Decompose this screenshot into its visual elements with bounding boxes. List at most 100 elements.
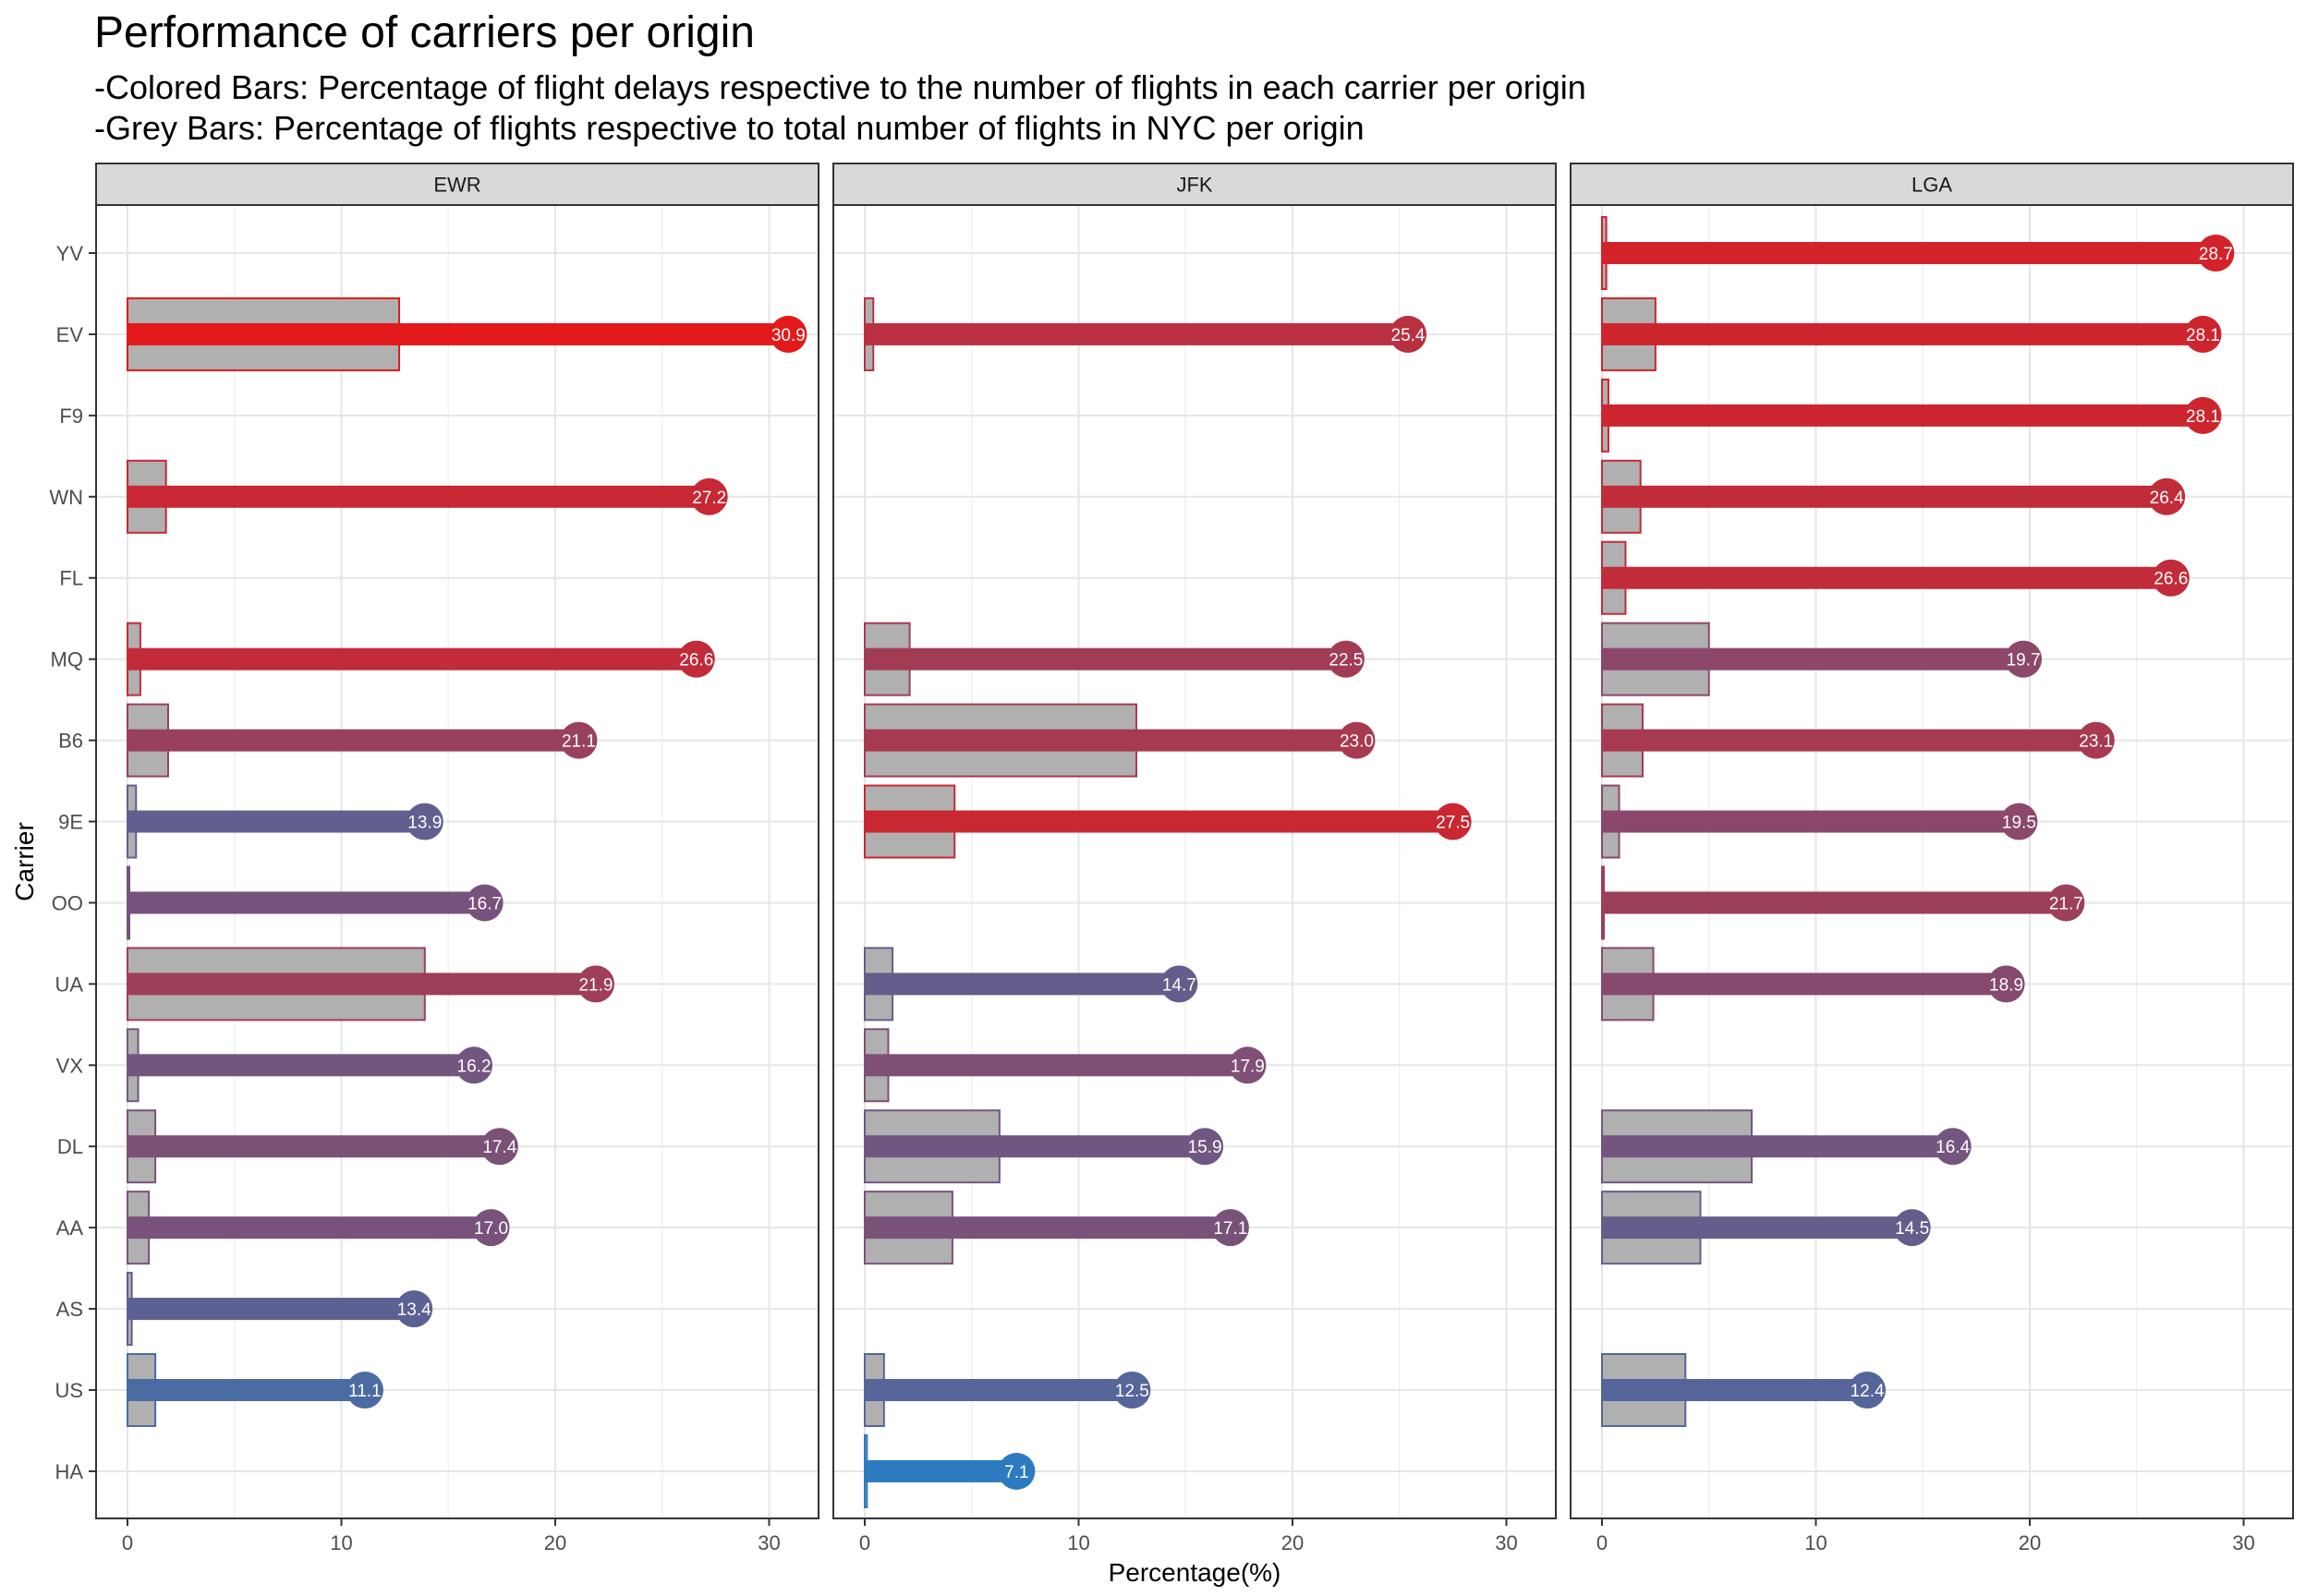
delay-label-lga-UA: 18.9: [1989, 975, 2023, 995]
panel-border-jfk: [832, 204, 1557, 1519]
x-tick-label: 10: [330, 1531, 352, 1554]
delay-bar-jfk-DL: [865, 1135, 1206, 1158]
delay-label-ewr-MQ: 26.6: [679, 651, 713, 671]
delay-bar-lga-FL: [1602, 566, 2171, 589]
delay-bar-lga-EV: [1602, 322, 2203, 345]
delay-label-lga-WN: 26.4: [2150, 489, 2184, 508]
delay-point-lga-UA: [1987, 965, 2025, 1003]
delay-bar-ewr-OO: [127, 891, 485, 914]
delay-point-lga-AA: [1893, 1209, 1931, 1247]
delay-point-lga-US: [1849, 1372, 1887, 1409]
y-tick-label-HA: HA: [55, 1460, 83, 1483]
x-tick-label: 0: [859, 1531, 870, 1554]
delay-label-ewr-AS: 13.4: [397, 1300, 431, 1320]
delay-bar-ewr-AA: [127, 1216, 492, 1239]
delay-point-lga-MQ: [2005, 640, 2043, 678]
delay-bar-ewr-MQ: [127, 647, 697, 671]
delay-point-lga-9E: [2000, 803, 2038, 840]
x-tick-label: 10: [1067, 1531, 1089, 1554]
delay-label-jfk-9E: 27.5: [1436, 814, 1470, 833]
delay-point-jfk-EV: [1390, 315, 1427, 353]
delay-bar-ewr-UA: [127, 973, 596, 996]
delay-bar-ewr-9E: [127, 810, 425, 833]
delay-label-jfk-EV: 25.4: [1391, 326, 1426, 345]
delay-point-lga-FL: [2152, 559, 2190, 597]
y-tick-label-B6: B6: [58, 730, 83, 753]
delay-point-lga-WN: [2148, 478, 2186, 515]
delay-bar-lga-B6: [1602, 729, 2096, 752]
delay-point-ewr-9E: [406, 803, 443, 840]
delay-bar-lga-YV: [1602, 242, 2216, 264]
delay-bar-lga-F9: [1602, 404, 2203, 427]
delay-bar-jfk-UA: [865, 973, 1180, 996]
x-tick-label: 20: [2019, 1531, 2041, 1554]
delay-bar-jfk-MQ: [865, 647, 1346, 671]
delay-label-ewr-EV: 30.9: [771, 326, 806, 345]
panel-background-ewr: [96, 205, 819, 1518]
delay-label-ewr-DL: 17.4: [482, 1138, 516, 1157]
delay-bar-lga-WN: [1602, 485, 2167, 508]
x-tick-label: 30: [758, 1531, 780, 1554]
delay-label-lga-DL: 16.4: [1936, 1138, 1970, 1157]
delay-point-jfk-9E: [1434, 803, 1472, 840]
delay-bar-ewr-WN: [127, 485, 710, 508]
delay-bar-lga-OO: [1602, 891, 2067, 914]
delay-point-lga-F9: [2184, 396, 2222, 434]
delay-point-ewr-AA: [472, 1209, 510, 1247]
delay-bar-ewr-VX: [127, 1054, 475, 1077]
delay-bar-lga-US: [1602, 1379, 1868, 1402]
x-tick-label: 0: [122, 1531, 133, 1554]
delay-point-ewr-OO: [466, 884, 504, 922]
delay-label-ewr-9E: 13.9: [407, 814, 442, 833]
y-tick-label-DL: DL: [57, 1135, 83, 1158]
y-tick-label-YV: YV: [56, 242, 84, 265]
delay-point-ewr-VX: [455, 1046, 493, 1084]
delay-point-ewr-AS: [395, 1290, 433, 1328]
delay-point-ewr-DL: [480, 1128, 518, 1166]
delay-bar-jfk-EV: [865, 322, 1409, 345]
y-tick-label-EV: EV: [56, 323, 84, 346]
delay-label-ewr-UA: 21.9: [578, 975, 613, 995]
delay-label-jfk-HA: 7.1: [1004, 1463, 1028, 1482]
delay-point-ewr-WN: [690, 478, 728, 515]
delay-bar-ewr-US: [127, 1379, 365, 1402]
y-axis-title: Carrier: [10, 822, 39, 901]
delay-label-jfk-B6: 23.0: [1340, 732, 1374, 752]
delay-label-lga-9E: 19.5: [2002, 814, 2036, 833]
delay-label-lga-F9: 28.1: [2186, 407, 2220, 427]
delay-label-ewr-B6: 21.1: [562, 732, 596, 752]
delay-label-jfk-VX: 17.9: [1231, 1057, 1265, 1076]
delay-point-ewr-EV: [770, 315, 807, 353]
delay-label-lga-B6: 23.1: [2079, 732, 2113, 752]
delay-point-ewr-UA: [576, 965, 614, 1003]
facet-label-lga: LGA: [1912, 174, 1952, 197]
x-tick-label: 30: [1495, 1531, 1517, 1554]
delay-label-lga-AA: 14.5: [1895, 1219, 1929, 1239]
delay-bar-jfk-US: [865, 1379, 1133, 1402]
delay-point-lga-DL: [1934, 1128, 1972, 1166]
y-tick-label-F9: F9: [59, 405, 83, 428]
y-tick-label-US: US: [55, 1379, 83, 1402]
delay-label-lga-FL: 26.6: [2154, 570, 2188, 589]
delay-point-jfk-B6: [1338, 721, 1376, 759]
delay-bar-ewr-EV: [127, 322, 789, 345]
delay-point-lga-B6: [2077, 721, 2115, 759]
y-tick-label-OO: OO: [52, 891, 83, 914]
delay-label-ewr-US: 11.1: [348, 1382, 382, 1401]
facet-label-ewr: EWR: [433, 174, 480, 197]
delay-point-lga-YV: [2197, 235, 2235, 272]
delay-bar-jfk-9E: [865, 810, 1453, 833]
delay-bar-ewr-DL: [127, 1135, 500, 1158]
panel-background-lga: [1571, 205, 2293, 1518]
panel-background-jfk: [833, 205, 1556, 1518]
delay-point-jfk-HA: [998, 1452, 1036, 1490]
delay-point-jfk-UA: [1160, 965, 1198, 1003]
y-tick-label-UA: UA: [55, 973, 83, 996]
delay-label-ewr-AA: 17.0: [474, 1219, 508, 1239]
delay-label-jfk-UA: 14.7: [1162, 975, 1196, 995]
y-tick-label-AS: AS: [56, 1298, 83, 1321]
y-tick-label-AA: AA: [56, 1216, 84, 1239]
y-tick-label-MQ: MQ: [51, 648, 83, 671]
delay-label-ewr-WN: 27.2: [692, 489, 726, 508]
